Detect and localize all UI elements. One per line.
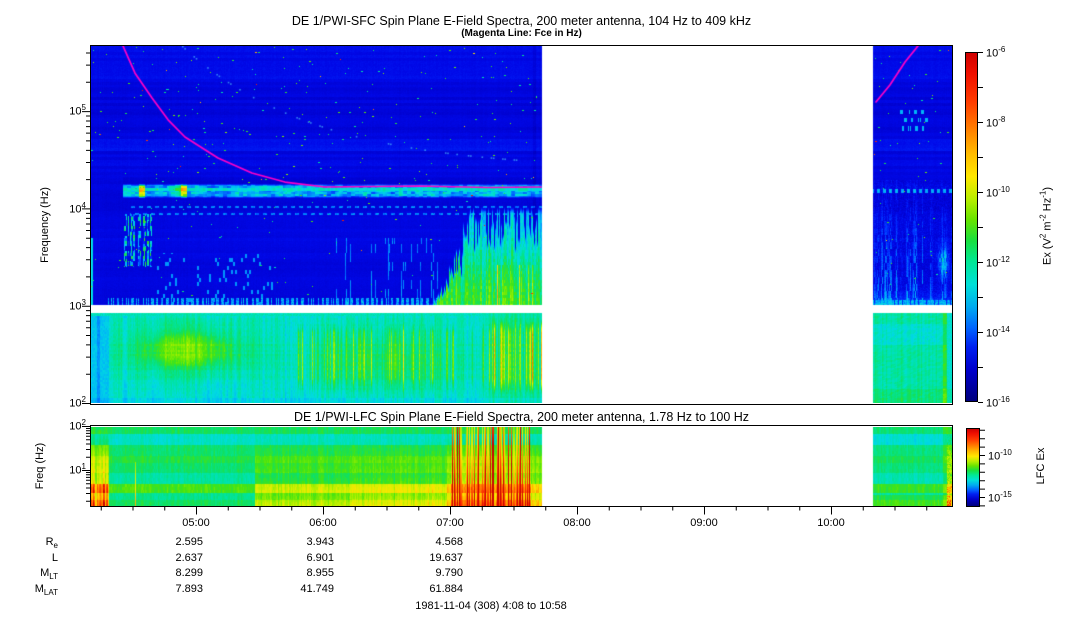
sfc-freq-tick-label: 105 [69,103,86,118]
colorbar-ex-tick-label: 10-6 [986,45,1006,60]
time-tick-label: 10:00 [817,517,845,529]
sfc-freq-tick-label: 104 [69,200,86,216]
time-tick-label: 07:00 [436,517,464,529]
colorbar-ex-tick-label: 10-8 [986,115,1006,130]
ephemeris-value: 8.955 [306,567,334,579]
ephemeris-value: 9.790 [435,567,463,579]
colorbar-lfc-tick-label: 10-10 [988,448,1012,463]
time-tick-label: 06:00 [309,517,337,529]
ephemeris-row-label: Re [45,536,58,551]
time-tick-label: 08:00 [563,517,591,529]
colorbar-ex-tick-label: 10-10 [986,185,1010,200]
sfc-spectrogram-canvas [91,46,952,403]
ephemeris-value: 2.637 [175,552,203,564]
lfc-freq-tick-label: 101 [69,462,86,477]
ephemeris-row-label: MLAT [34,583,58,598]
ephemeris-value: 4.568 [435,536,463,548]
ephemeris-row-label: MLT [40,567,58,582]
ephemeris-value: 7.893 [175,583,203,595]
sfc-title: DE 1/PWI-SFC Spin Plane E-Field Spectra,… [291,14,752,28]
lfc-title: DE 1/PWI-LFC Spin Plane E-Field Spectra,… [293,410,750,424]
ephemeris-value: 6.901 [306,552,334,564]
time-tick-label: 05:00 [182,517,210,529]
colorbar-ex [965,52,978,402]
ephemeris-value: 2.595 [175,536,203,548]
sfc-freq-tick-label: 103 [69,297,86,313]
sfc-freq-tick-label: 102 [69,395,86,410]
lfc-spectrogram-canvas [91,427,952,506]
ephemeris-value: 3.943 [306,536,334,548]
colorbar-lfc-tick-label: 10-15 [988,490,1012,505]
ephemeris-value: 19.637 [429,552,463,564]
colorbar-lfc [966,428,980,507]
sfc-subtitle: (Magenta Line: Fce in Hz) [461,28,582,39]
footer-date-range: 1981-11-04 (308) 4:08 to 10:58 [415,600,567,612]
colorbar-ex-tick-label: 10-16 [986,395,1010,410]
colorbar-ex-tick-label: 10-14 [986,325,1010,340]
ephemeris-value: 61.884 [429,583,463,595]
colorbar-ex-tick-label: 10-12 [986,255,1010,270]
lfc-freq-tick-label: 102 [69,418,86,433]
ephemeris-value: 41.749 [300,583,334,595]
time-tick-label: 09:00 [690,517,718,529]
ephemeris-row-label: L [51,552,58,564]
ephemeris-value: 8.299 [175,567,203,579]
